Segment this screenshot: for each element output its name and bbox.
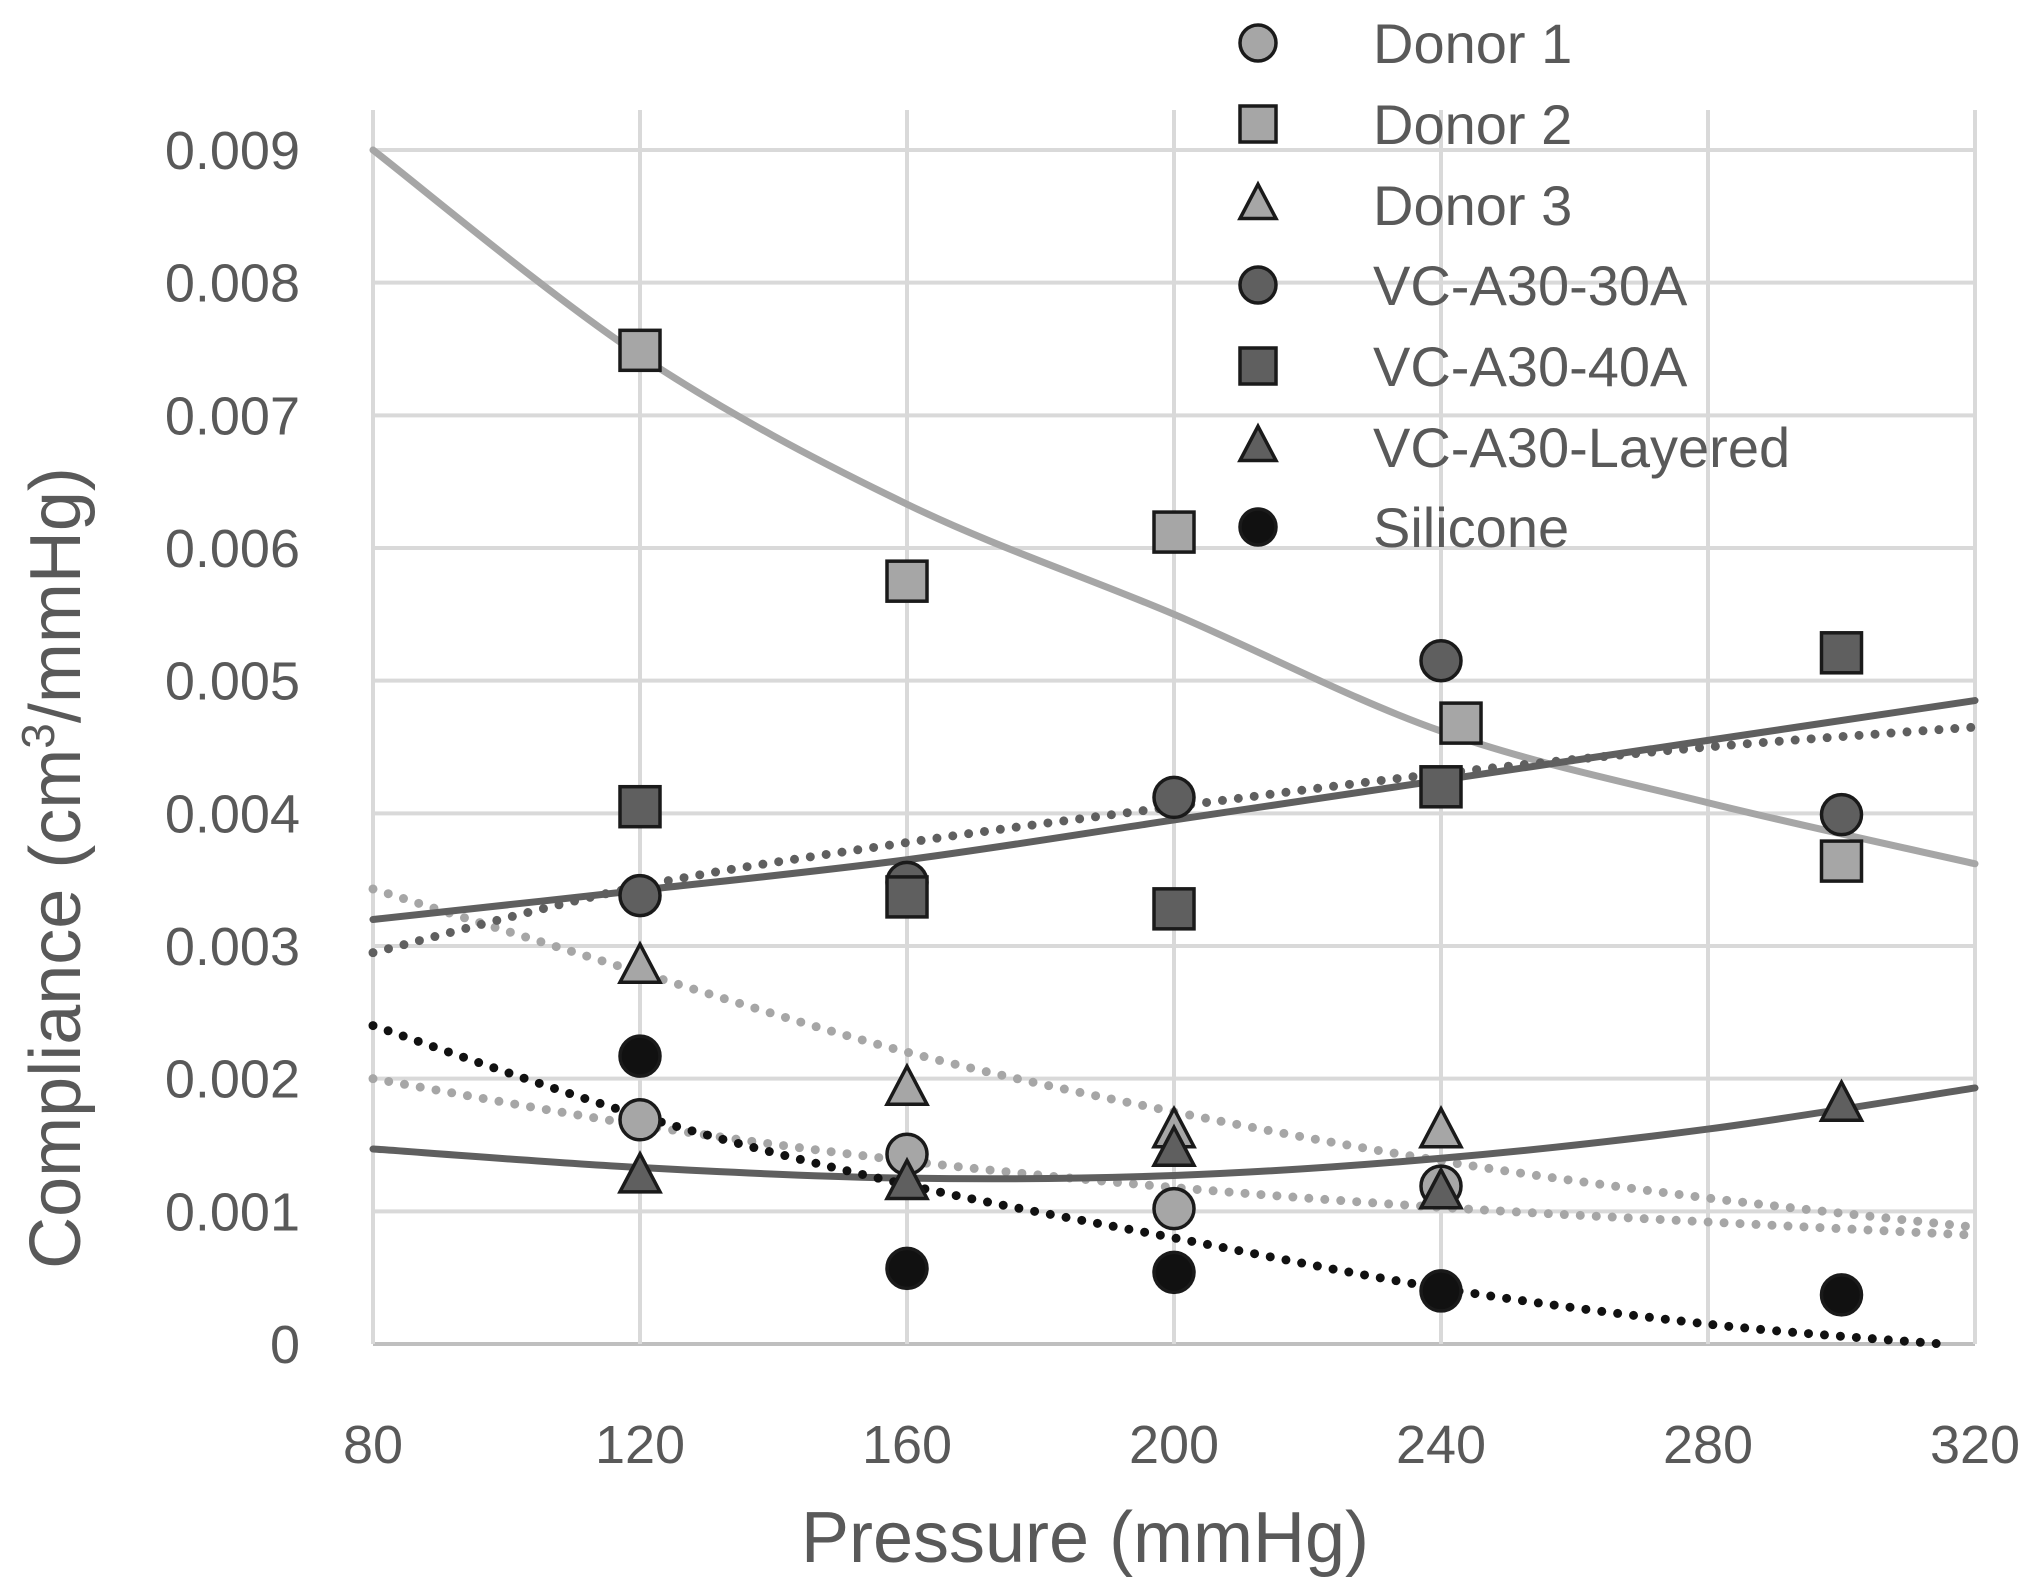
point-vc-a30-40a bbox=[885, 875, 929, 919]
point-vc-a30-layered bbox=[1818, 1078, 1865, 1122]
x-axis-ticks: 80 120 160 200 240 280 320 bbox=[343, 1415, 2020, 1475]
legend-label-donor-2: Donor 2 bbox=[1373, 93, 1572, 156]
y-tick-label: 0.009 bbox=[165, 121, 300, 181]
point-vc-a30-40a bbox=[1152, 887, 1196, 931]
y-axis-ticks: 0 0.001 0.002 0.003 0.004 0.005 0.006 0.007 0.00… bbox=[165, 121, 300, 1375]
legend-marker-donor-1 bbox=[1238, 23, 1278, 63]
y-tick-label: 0 bbox=[270, 1315, 300, 1375]
point-vc-a30-layered bbox=[884, 1156, 930, 1201]
point-vc-a30-30a bbox=[1419, 639, 1463, 683]
point-donor-2 bbox=[1439, 701, 1483, 745]
legend-label-donor-3: Donor 3 bbox=[1373, 174, 1572, 237]
legend-marker-donor-3 bbox=[1237, 180, 1279, 221]
point-vc-a30-40a bbox=[1819, 631, 1864, 675]
point-silicone bbox=[1419, 1269, 1463, 1313]
point-vc-a30-layered bbox=[1151, 1123, 1197, 1168]
legend-label-donor-1: Donor 1 bbox=[1373, 12, 1572, 75]
trendline-silicone bbox=[368, 1021, 1947, 1349]
point-donor-2 bbox=[1152, 510, 1196, 554]
point-silicone bbox=[885, 1246, 929, 1291]
legend-marker-donor-2 bbox=[1238, 104, 1278, 144]
y-tick-label: 0.001 bbox=[165, 1182, 300, 1242]
point-vc-a30-30a bbox=[618, 873, 662, 918]
x-tick-label: 200 bbox=[1129, 1415, 1219, 1475]
legend-marker-vc-a30-layered bbox=[1237, 422, 1279, 463]
y-tick-label: 0.002 bbox=[165, 1050, 300, 1110]
x-tick-label: 240 bbox=[1396, 1415, 1486, 1475]
point-silicone bbox=[1152, 1250, 1196, 1295]
x-tick-label: 160 bbox=[862, 1415, 952, 1475]
legend-marker-vc-a30-40a bbox=[1238, 346, 1278, 386]
y-tick-label: 0.007 bbox=[165, 386, 300, 446]
y-tick-label: 0.006 bbox=[165, 519, 300, 579]
point-silicone bbox=[1819, 1273, 1864, 1317]
point-vc-a30-layered bbox=[1418, 1166, 1464, 1210]
point-donor-2 bbox=[1819, 839, 1864, 883]
y-axis-label-part: Compliance (cm bbox=[16, 749, 96, 1269]
point-donor-3 bbox=[1418, 1104, 1464, 1149]
legend-label-vc-a30-40a: VC-A30-40A bbox=[1373, 335, 1688, 398]
legend-marker-vc-a30-30a bbox=[1238, 265, 1278, 305]
point-vc-a30-40a bbox=[618, 784, 662, 829]
y-tick-label: 0.004 bbox=[165, 784, 300, 844]
point-donor-2 bbox=[885, 559, 929, 603]
y-axis-label-part: /mmHg) bbox=[16, 467, 96, 723]
x-tick-label: 120 bbox=[595, 1415, 685, 1475]
y-tick-label: 0.005 bbox=[165, 652, 300, 712]
y-axis-label: Compliance (cm3/mmHg) bbox=[12, 467, 96, 1269]
point-donor-1 bbox=[1152, 1186, 1196, 1231]
x-axis-label: Pressure (mmHg) bbox=[801, 1498, 1369, 1578]
y-tick-label: 0.008 bbox=[165, 254, 300, 314]
data-points bbox=[617, 328, 1865, 1317]
point-donor-3 bbox=[884, 1062, 930, 1107]
legend-label-vc-a30-30a: VC-A30-30A bbox=[1373, 254, 1688, 317]
legend-marker-silicone bbox=[1238, 507, 1278, 547]
point-vc-a30-30a bbox=[1152, 775, 1196, 820]
legend-label-vc-a30-layered: VC-A30-Layered bbox=[1373, 416, 1790, 479]
y-axis-label-superscript: 3 bbox=[12, 723, 64, 749]
legend-label-silicone: Silicone bbox=[1373, 496, 1569, 559]
point-donor-2 bbox=[618, 328, 662, 373]
x-tick-label: 80 bbox=[343, 1415, 403, 1475]
point-vc-a30-layered bbox=[617, 1150, 663, 1194]
point-vc-a30-30a bbox=[1819, 792, 1864, 837]
x-tick-label: 280 bbox=[1663, 1415, 1753, 1475]
x-tick-label: 320 bbox=[1930, 1415, 2020, 1475]
y-tick-label: 0.003 bbox=[165, 917, 300, 977]
legend: Donor 1 Donor 2 Donor 3 VC-A30-30A VC-A30-40… bbox=[1237, 12, 1790, 559]
point-donor-1 bbox=[618, 1098, 662, 1142]
point-vc-a30-40a bbox=[1419, 765, 1463, 809]
point-donor-3 bbox=[617, 940, 663, 984]
point-silicone bbox=[618, 1034, 662, 1078]
